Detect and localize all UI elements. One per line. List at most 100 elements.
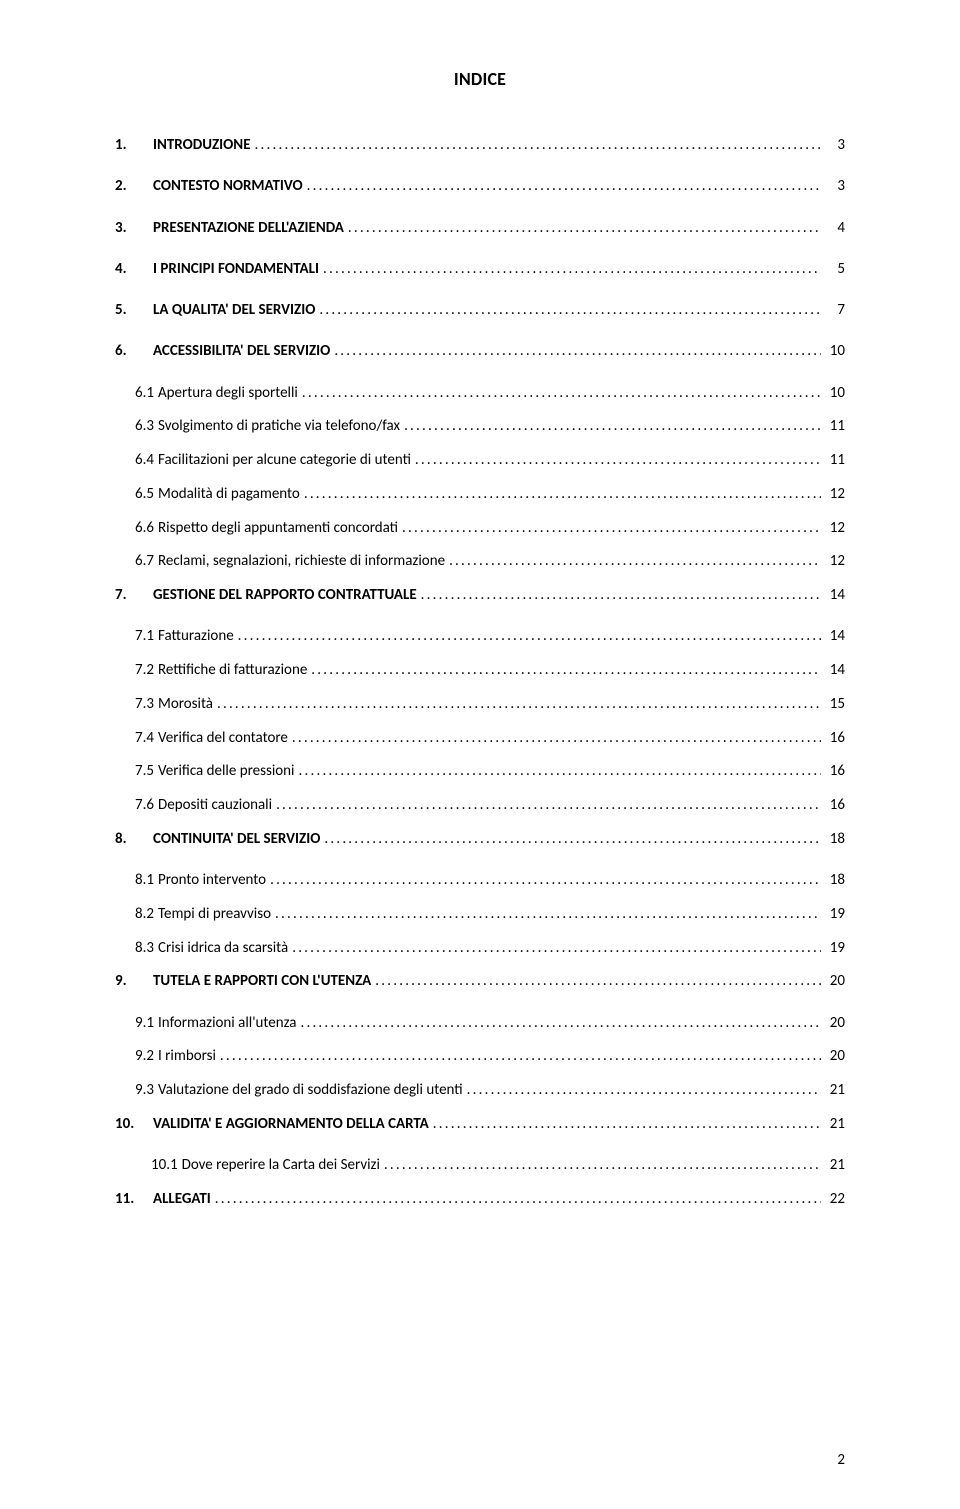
- toc-row: 9. TUTELA E RAPPORTI CON L'UTENZA20: [115, 970, 845, 993]
- toc-leader-dots: [255, 134, 821, 157]
- toc-entry-number: 7.5: [115, 760, 158, 783]
- toc-leader-dots: [220, 1045, 821, 1068]
- toc-entry-number: 7.4: [115, 727, 158, 750]
- toc-entry-text: Informazioni all'utenza: [158, 1012, 296, 1035]
- toc-entry-number: 7.: [115, 584, 153, 607]
- toc-row: 7.3 Morosità15: [115, 693, 845, 716]
- toc-entry-text: CONTINUITA' DEL SERVIZIO: [153, 828, 320, 851]
- toc-row: 6. ACCESSIBILITA' DEL SERVIZIO10: [115, 340, 845, 363]
- toc-row: 9.2 I rimborsi20: [115, 1045, 845, 1068]
- toc-row: 7. GESTIONE DEL RAPPORTO CONTRATTUALE14: [115, 584, 845, 607]
- toc-leader-dots: [433, 1113, 821, 1136]
- toc-entry-text: Dove reperire la Carta dei Servizi: [182, 1154, 380, 1177]
- toc-entry-text: Svolgimento di pratiche via telefono/fax: [158, 415, 400, 438]
- toc-entry-number: 10.1: [115, 1154, 182, 1177]
- toc-entry-text: Apertura degli sportelli: [158, 382, 298, 405]
- toc-leader-dots: [215, 1188, 821, 1211]
- toc-leader-dots: [334, 340, 821, 363]
- toc-entry-number: 1.: [115, 134, 153, 157]
- toc-entry-text: Crisi idrica da scarsità: [158, 937, 288, 960]
- toc-entry-number: 8.: [115, 828, 153, 851]
- toc-entry-number: 8.1: [115, 869, 158, 892]
- toc-entry-page: 12: [825, 483, 845, 506]
- toc-leader-dots: [276, 794, 821, 817]
- page-number: 2: [837, 1451, 845, 1469]
- toc-entry-page: 4: [825, 217, 845, 240]
- toc-entry-page: 19: [825, 937, 845, 960]
- toc-leader-dots: [323, 258, 821, 281]
- toc-entry-page: 5: [825, 258, 845, 281]
- toc-row: 7.1 Fatturazione14: [115, 625, 845, 648]
- toc-entry-page: 12: [825, 550, 845, 573]
- toc-leader-dots: [292, 937, 821, 960]
- toc-entry-number: 6.: [115, 340, 153, 363]
- toc-entry-text: INTRODUZIONE: [153, 134, 251, 157]
- toc-row: 6.3 Svolgimento di pratiche via telefono…: [115, 415, 845, 438]
- toc-entry-text: Rettifiche di fatturazione: [158, 659, 307, 682]
- toc-leader-dots: [238, 625, 821, 648]
- toc-entry-text: Facilitazioni per alcune categorie di ut…: [158, 449, 411, 472]
- toc-leader-dots: [402, 517, 821, 540]
- toc-entry-text: Depositi cauzionali: [158, 794, 272, 817]
- toc-row: 7.2 Rettifiche di fatturazione14: [115, 659, 845, 682]
- toc-entry-page: 16: [825, 794, 845, 817]
- toc-leader-dots: [467, 1079, 821, 1102]
- toc-row: 7.4 Verifica del contatore16: [115, 727, 845, 750]
- toc-leader-dots: [415, 449, 821, 472]
- toc-leader-dots: [404, 415, 821, 438]
- toc-entry-text: Modalità di pagamento: [158, 483, 300, 506]
- toc-entry-text: Morosità: [158, 693, 213, 716]
- toc-entry-text: ACCESSIBILITA' DEL SERVIZIO: [153, 340, 330, 363]
- page-title: INDICE: [115, 68, 845, 90]
- toc-entry-text: Verifica delle pressioni: [158, 760, 295, 783]
- toc-entry-number: 7.6: [115, 794, 158, 817]
- toc-entry-page: 3: [825, 175, 845, 198]
- toc-entry-page: 21: [825, 1113, 845, 1136]
- toc-entry-page: 3: [825, 134, 845, 157]
- toc-entry-text: Rispetto degli appuntamenti concordati: [158, 517, 398, 540]
- toc-entry-page: 18: [825, 869, 845, 892]
- toc-entry-page: 11: [825, 415, 845, 438]
- toc-row: 1. INTRODUZIONE 3: [115, 134, 845, 157]
- toc-entry-text: LA QUALITA' DEL SERVIZIO: [153, 299, 315, 322]
- toc-leader-dots: [375, 970, 821, 993]
- toc-entry-number: 6.4: [115, 449, 158, 472]
- toc-row: 8.2 Tempi di preavviso19: [115, 903, 845, 926]
- toc-entry-page: 14: [825, 659, 845, 682]
- toc-entry-text: CONTESTO NORMATIVO: [153, 175, 303, 198]
- toc-entry-text: Verifica del contatore: [158, 727, 288, 750]
- toc-entry-page: 21: [825, 1154, 845, 1177]
- toc-entry-page: 14: [825, 625, 845, 648]
- toc-leader-dots: [324, 828, 821, 851]
- toc-entry-number: 5.: [115, 299, 153, 322]
- toc-entry-text: Tempi di preavviso: [158, 903, 271, 926]
- toc-leader-dots: [384, 1154, 821, 1177]
- toc-entry-number: 6.7: [115, 550, 158, 573]
- toc-entry-page: 19: [825, 903, 845, 926]
- table-of-contents: 1. INTRODUZIONE32. CONTESTO NORMATIVO33.…: [115, 134, 845, 1211]
- toc-entry-number: 6.1: [115, 382, 158, 405]
- toc-row: 7.5 Verifica delle pressioni16: [115, 760, 845, 783]
- toc-entry-number: 8.3: [115, 937, 158, 960]
- toc-row: 2. CONTESTO NORMATIVO3: [115, 175, 845, 198]
- toc-entry-page: 7: [825, 299, 845, 322]
- toc-entry-text: I rimborsi: [158, 1045, 216, 1068]
- toc-entry-text: TUTELA E RAPPORTI CON L'UTENZA: [153, 970, 371, 993]
- toc-entry-page: 21: [825, 1079, 845, 1102]
- toc-entry-number: 9.3: [115, 1079, 158, 1102]
- toc-entry-page: 20: [825, 1012, 845, 1035]
- toc-row: 3. PRESENTAZIONE DELL'AZIENDA4: [115, 217, 845, 240]
- toc-entry-text: GESTIONE DEL RAPPORTO CONTRATTUALE: [153, 584, 417, 607]
- toc-leader-dots: [300, 1012, 821, 1035]
- toc-entry-number: 9.2: [115, 1045, 158, 1068]
- toc-entry-number: 4.: [115, 258, 153, 281]
- toc-row: 6.4 Facilitazioni per alcune categorie d…: [115, 449, 845, 472]
- toc-leader-dots: [304, 483, 821, 506]
- toc-entry-page: 18: [825, 828, 845, 851]
- toc-leader-dots: [217, 693, 821, 716]
- toc-leader-dots: [270, 869, 821, 892]
- toc-leader-dots: [421, 584, 821, 607]
- toc-entry-page: 10: [825, 382, 845, 405]
- toc-row: 8. CONTINUITA' DEL SERVIZIO 18: [115, 828, 845, 851]
- toc-entry-number: 3.: [115, 217, 153, 240]
